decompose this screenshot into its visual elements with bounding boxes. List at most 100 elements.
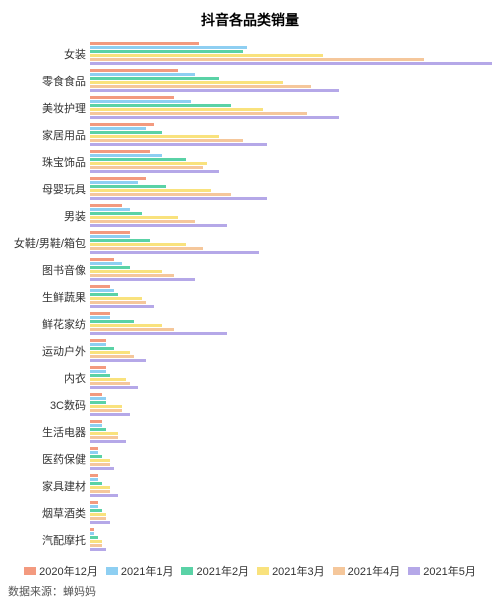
bar: [90, 424, 102, 428]
category-label: 零食食品: [8, 67, 90, 94]
bar-group: [90, 364, 492, 391]
category-label: 珠宝饰品: [8, 148, 90, 175]
category-label: 女装: [8, 40, 90, 67]
bar: [90, 386, 138, 390]
bar: [90, 420, 102, 424]
bar: [90, 343, 106, 347]
bar-group: [90, 40, 492, 67]
bar: [90, 181, 138, 185]
bar: [90, 158, 186, 162]
legend-label: 2021年4月: [348, 563, 401, 579]
bar: [90, 204, 122, 208]
legend-swatch: [257, 567, 269, 575]
category-label: 医药保健: [8, 445, 90, 472]
bar: [90, 220, 195, 224]
category-row: 家具建材: [8, 472, 492, 499]
bar: [90, 536, 98, 540]
bar: [90, 89, 339, 93]
bar: [90, 393, 102, 397]
bar: [90, 447, 98, 451]
bar: [90, 316, 110, 320]
bar: [90, 135, 219, 139]
bar: [90, 224, 227, 228]
bar: [90, 177, 146, 181]
bar: [90, 104, 231, 108]
bar: [90, 440, 126, 444]
bar: [90, 436, 118, 440]
bar: [90, 405, 122, 409]
legend-swatch: [24, 567, 36, 575]
category-row: 生鲜蔬果: [8, 283, 492, 310]
bar: [90, 166, 203, 170]
bar: [90, 297, 142, 301]
bar: [90, 482, 102, 486]
bar-group: [90, 391, 492, 418]
bar: [90, 486, 110, 490]
category-row: 美妆护理: [8, 94, 492, 121]
bar: [90, 347, 114, 351]
bar: [90, 54, 323, 58]
legend-item: 2021年5月: [408, 563, 476, 579]
bar: [90, 413, 130, 417]
category-row: 男装: [8, 202, 492, 229]
category-row: 烟草酒类: [8, 499, 492, 526]
category-row: 珠宝饰品: [8, 148, 492, 175]
bar: [90, 324, 162, 328]
bar: [90, 116, 339, 120]
bar-group: [90, 229, 492, 256]
bar-group: [90, 445, 492, 472]
legend-item: 2021年1月: [106, 563, 174, 579]
category-row: 3C数码: [8, 391, 492, 418]
category-label: 汽配摩托: [8, 526, 90, 553]
bar: [90, 293, 118, 297]
bar: [90, 127, 146, 131]
bar: [90, 328, 174, 332]
bar-group: [90, 283, 492, 310]
bar: [90, 521, 110, 525]
bar: [90, 251, 259, 255]
bar: [90, 459, 110, 463]
category-row: 生活电器: [8, 418, 492, 445]
category-label: 家居用品: [8, 121, 90, 148]
bar: [90, 289, 114, 293]
bar: [90, 478, 98, 482]
legend: 2020年12月 2021年1月 2021年2月 2021年3月 2021年4月 2021…: [8, 563, 492, 579]
bar: [90, 544, 102, 548]
bar: [90, 216, 178, 220]
bar: [90, 58, 424, 62]
category-label: 母婴玩具: [8, 175, 90, 202]
bar: [90, 62, 492, 66]
category-label: 生鲜蔬果: [8, 283, 90, 310]
bar: [90, 509, 102, 513]
bar: [90, 212, 142, 216]
bar: [90, 270, 162, 274]
legend-item: 2020年12月: [24, 563, 98, 579]
bar: [90, 490, 110, 494]
legend-label: 2021年3月: [272, 563, 325, 579]
category-label: 内衣: [8, 364, 90, 391]
bar: [90, 208, 130, 212]
bar: [90, 143, 267, 147]
bar: [90, 378, 126, 382]
chart-area: 女装零食食品美妆护理家居用品珠宝饰品母婴玩具男装女鞋/男鞋/箱包图书音像生鲜蔬果…: [8, 40, 492, 553]
bar: [90, 463, 110, 467]
bar: [90, 382, 130, 386]
bar: [90, 355, 134, 359]
bar-group: [90, 121, 492, 148]
legend-swatch: [181, 567, 193, 575]
bar: [90, 123, 154, 127]
bar: [90, 370, 106, 374]
bar: [90, 467, 114, 471]
bar: [90, 162, 207, 166]
bar: [90, 374, 110, 378]
category-label: 家具建材: [8, 472, 90, 499]
category-row: 女鞋/男鞋/箱包: [8, 229, 492, 256]
bar: [90, 474, 98, 478]
bar: [90, 505, 98, 509]
bar: [90, 73, 195, 77]
bar: [90, 266, 130, 270]
legend-label: 2021年5月: [423, 563, 476, 579]
category-row: 鲜花家纺: [8, 310, 492, 337]
legend-item: 2021年2月: [181, 563, 249, 579]
bar-group: [90, 175, 492, 202]
